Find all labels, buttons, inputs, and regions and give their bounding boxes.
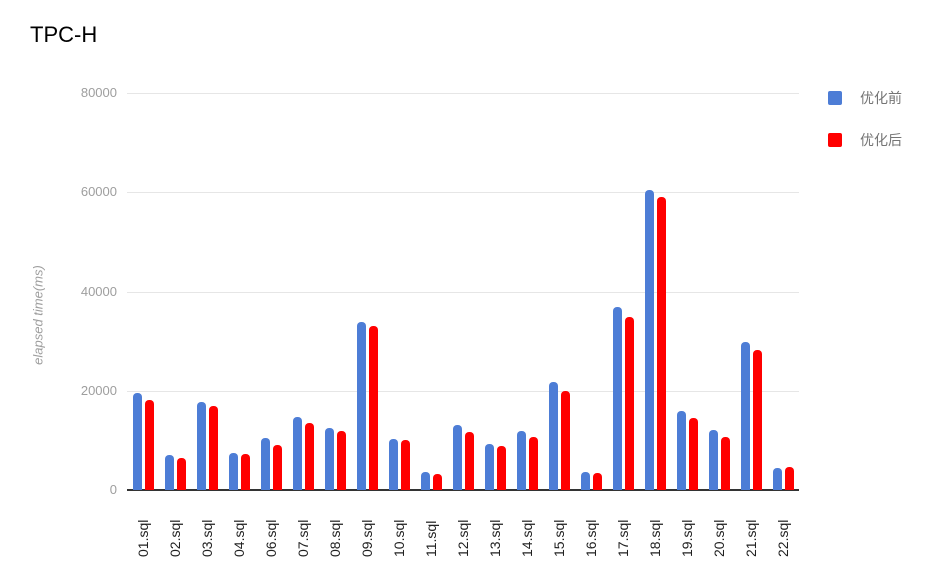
legend-item-before[interactable]: 优化前 bbox=[828, 88, 902, 108]
x-tick-label: 15.sql bbox=[551, 519, 567, 557]
y-tick-label: 60000 bbox=[80, 184, 117, 200]
legend-swatch-before-icon bbox=[828, 91, 842, 105]
legend-label-after: 优化后 bbox=[860, 132, 902, 148]
bar-01.sql-before[interactable] bbox=[132, 392, 142, 490]
x-tick-label: 03.sql bbox=[199, 519, 215, 557]
bar-06.sql-before[interactable] bbox=[260, 438, 270, 490]
x-tick-label: 22.sql bbox=[775, 519, 791, 557]
legend: 优化前 优化后 bbox=[828, 88, 902, 150]
bar-12.sql-before[interactable] bbox=[452, 424, 462, 490]
y-tick-label: 80000 bbox=[80, 85, 117, 100]
x-tick-label: 09.sql bbox=[359, 519, 375, 557]
bar-11.sql-after[interactable] bbox=[432, 473, 442, 490]
bar-19.sql-before[interactable] bbox=[676, 411, 686, 490]
bar-18.sql-after[interactable] bbox=[656, 196, 666, 490]
gridline bbox=[127, 93, 799, 94]
bar-03.sql-before[interactable] bbox=[196, 402, 206, 490]
gridline bbox=[127, 390, 799, 392]
bar-16.sql-after[interactable] bbox=[592, 473, 602, 490]
bar-20.sql-after[interactable] bbox=[720, 436, 730, 490]
bar-10.sql-after[interactable] bbox=[400, 439, 410, 490]
bar-10.sql-before[interactable] bbox=[388, 439, 398, 490]
bar-21.sql-after[interactable] bbox=[752, 350, 762, 490]
x-tick-label: 19.sql bbox=[679, 519, 695, 557]
x-tick-label: 16.sql bbox=[583, 519, 599, 557]
bar-17.sql-after[interactable] bbox=[624, 317, 634, 490]
x-tick-label: 01.sql bbox=[135, 519, 151, 557]
x-tick-label: 14.sql bbox=[519, 519, 535, 557]
bar-12.sql-after[interactable] bbox=[464, 432, 474, 490]
bar-18.sql-before[interactable] bbox=[644, 190, 654, 490]
bar-22.sql-after[interactable] bbox=[784, 467, 794, 490]
bar-08.sql-after[interactable] bbox=[336, 430, 346, 490]
legend-label-before: 优化前 bbox=[860, 90, 902, 106]
x-tick-label: 08.sql bbox=[327, 519, 343, 557]
x-tick-label: 11.sql bbox=[423, 520, 439, 557]
x-tick-label: 21.sql bbox=[743, 519, 759, 557]
y-tick-label: 0 bbox=[109, 482, 117, 497]
x-tick-label: 17.sql bbox=[615, 519, 631, 557]
bar-08.sql-before[interactable] bbox=[324, 427, 334, 490]
x-tick-label: 13.sql bbox=[487, 519, 503, 557]
bar-15.sql-before[interactable] bbox=[548, 382, 558, 490]
chart-title: TPC-H bbox=[30, 22, 98, 47]
legend-swatch-after-icon bbox=[828, 133, 842, 147]
y-axis-title: elapsed time(ms) bbox=[30, 265, 46, 365]
y-tick-label: 40000 bbox=[80, 283, 117, 299]
bar-17.sql-before[interactable] bbox=[612, 307, 622, 490]
x-tick-label: 12.sql bbox=[455, 519, 471, 557]
bar-19.sql-after[interactable] bbox=[688, 417, 698, 490]
bar-14.sql-after[interactable] bbox=[528, 436, 538, 490]
x-tick-label: 18.sql bbox=[647, 519, 663, 557]
plot-area bbox=[127, 93, 799, 491]
bar-02.sql-after[interactable] bbox=[176, 457, 186, 490]
x-tick-label: 04.sql bbox=[231, 519, 247, 557]
x-tick-label: 06.sql bbox=[263, 519, 279, 557]
gridline bbox=[127, 192, 799, 194]
bar-13.sql-before[interactable] bbox=[484, 444, 494, 490]
bar-16.sql-before[interactable] bbox=[580, 472, 590, 490]
x-axis-line bbox=[127, 489, 799, 491]
y-tick-label: 20000 bbox=[80, 382, 117, 398]
legend-item-after[interactable]: 优化后 bbox=[828, 130, 902, 150]
x-tick-label: 07.sql bbox=[295, 519, 311, 557]
bar-04.sql-before[interactable] bbox=[228, 452, 238, 490]
gridline bbox=[127, 291, 799, 293]
bar-09.sql-before[interactable] bbox=[356, 322, 366, 490]
bar-06.sql-after[interactable] bbox=[272, 445, 282, 490]
bar-20.sql-before[interactable] bbox=[708, 429, 718, 490]
bar-07.sql-before[interactable] bbox=[292, 417, 302, 490]
bar-09.sql-after[interactable] bbox=[368, 325, 378, 490]
bar-15.sql-after[interactable] bbox=[560, 391, 570, 490]
x-tick-label: 10.sql bbox=[391, 519, 407, 557]
x-tick-label: 02.sql bbox=[167, 519, 183, 557]
bar-13.sql-after[interactable] bbox=[496, 446, 506, 490]
bar-04.sql-after[interactable] bbox=[240, 454, 250, 490]
bar-07.sql-after[interactable] bbox=[304, 423, 314, 490]
bar-01.sql-after[interactable] bbox=[144, 400, 154, 490]
bar-03.sql-after[interactable] bbox=[208, 406, 218, 490]
bar-22.sql-before[interactable] bbox=[772, 467, 782, 490]
bar-02.sql-before[interactable] bbox=[164, 454, 174, 490]
bar-11.sql-before[interactable] bbox=[420, 471, 430, 490]
bar-14.sql-before[interactable] bbox=[516, 430, 526, 490]
bar-21.sql-before[interactable] bbox=[740, 341, 750, 490]
x-tick-label: 20.sql bbox=[711, 519, 727, 557]
